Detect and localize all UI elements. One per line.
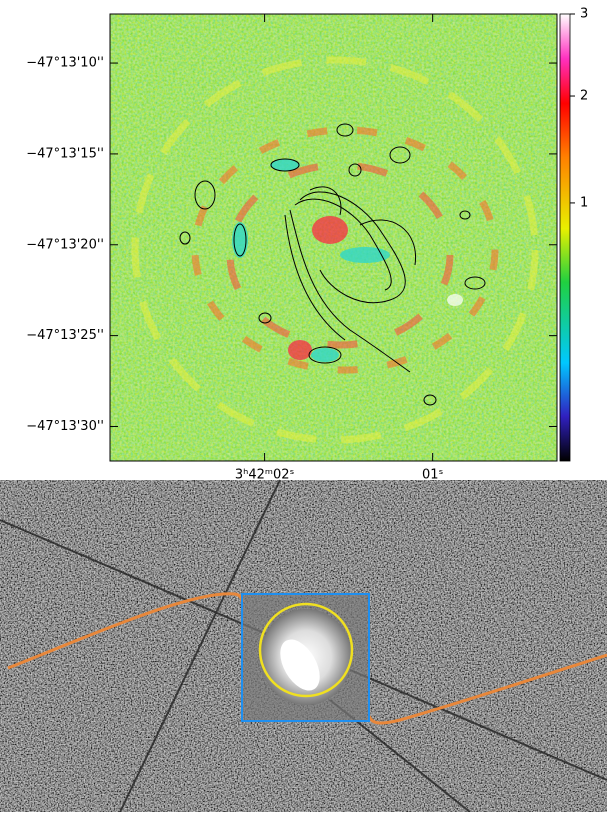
figure: −47°13'10'' −47°13'15'' −47°13'20'' −47°13'…	[0, 0, 607, 812]
x-tick-label: 01ˢ	[422, 468, 444, 483]
y-tick-label: −47°13'20''	[26, 237, 104, 252]
y-tick-label: −47°13'10''	[26, 56, 104, 71]
colorbar-tick-label: 2	[580, 89, 588, 104]
colorbar-tick-label: 3	[580, 7, 588, 22]
ratio-map	[110, 14, 557, 461]
y-tick-label: −47°13'25''	[26, 328, 104, 343]
y-tick-label: −47°13'30''	[26, 419, 104, 434]
y-tick-label: −47°13'15''	[26, 146, 104, 161]
wide-field-image	[0, 480, 607, 812]
x-tick-label: 3ʰ42ᵐ02ˢ	[235, 468, 295, 483]
colorbar-tick-label: 1	[580, 195, 588, 210]
colorbar	[560, 14, 570, 461]
